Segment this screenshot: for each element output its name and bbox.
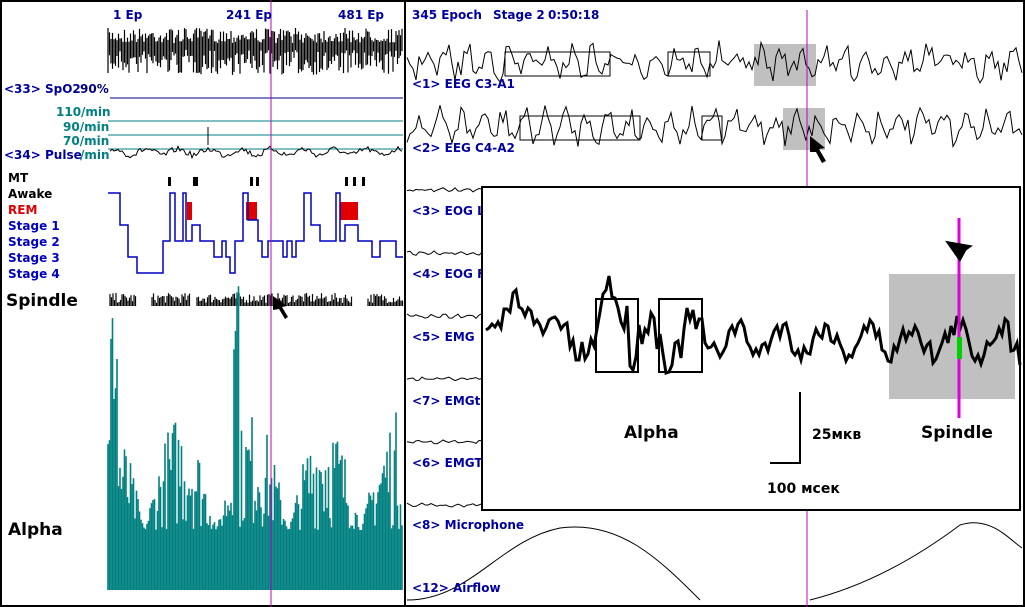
- pointer: [273, 296, 288, 319]
- stage-label: REM: [8, 203, 37, 217]
- spindle-label: Spindle: [6, 291, 78, 311]
- traces: [107, 0, 1023, 607]
- mt-mark: [193, 177, 196, 186]
- channel-label: <3> EOG L: [412, 204, 485, 218]
- spo2-value: 90%: [80, 82, 109, 96]
- pulse-unit: /min: [80, 148, 110, 162]
- mt-mark: [168, 177, 171, 186]
- epoch-label: 241 Ep: [226, 8, 272, 22]
- alpha-box: [701, 115, 723, 141]
- stage-label: Stage 2: [8, 235, 60, 249]
- spindle-marker: [957, 337, 962, 359]
- channel-trace: [406, 502, 483, 508]
- alpha-label: Alpha: [8, 520, 63, 540]
- stage-label: Awake: [8, 187, 52, 201]
- stage-label: Stage 3: [8, 251, 60, 265]
- channel-label: <5> EMG: [412, 330, 475, 344]
- channel-trace: [406, 439, 483, 445]
- channel-label: <12> Airflow: [412, 581, 501, 595]
- epoch-label: 481 Ep: [338, 8, 384, 22]
- hypnogram: [108, 192, 403, 274]
- mt-mark: [353, 177, 356, 186]
- microphone-trace: [406, 522, 1023, 601]
- eeg-trace: [406, 105, 1023, 149]
- pulse-label: <34> Pulse: [4, 148, 82, 162]
- rem-block: [340, 202, 358, 220]
- channel-trace: [406, 187, 483, 193]
- mt-mark: [256, 177, 259, 186]
- channel-label: <4> EOG F: [412, 267, 485, 281]
- zoom-window: Alpha 25мкв Spindle 100 мсек: [481, 186, 1022, 511]
- rem-block: [246, 202, 257, 220]
- pulse-scale: 70/min: [63, 134, 109, 148]
- spindle-highlight: [889, 274, 1015, 399]
- scale-bar: [770, 392, 801, 464]
- mt-mark: [362, 177, 365, 186]
- time-scale: 100 мсек: [767, 481, 840, 497]
- stage-label: Stage 4: [8, 267, 60, 281]
- pointer: [810, 136, 826, 163]
- time: 0:50:18: [548, 8, 599, 22]
- channel-label: <1> EEG C3-A1: [412, 77, 515, 91]
- stage-label: Stage 1: [8, 219, 60, 233]
- channel-label: <6> EMGT: [412, 456, 483, 470]
- alpha-box: [519, 115, 641, 141]
- rem-block: [187, 202, 192, 220]
- pulse-scale: 110/min: [56, 105, 111, 119]
- stage-label: MT: [8, 171, 29, 185]
- spindle-label: Spindle: [921, 423, 993, 443]
- alpha-box: [667, 51, 711, 77]
- alpha-label: Alpha: [624, 423, 679, 443]
- amplitude-scale: 25мкв: [812, 427, 861, 443]
- pulse-trace: [109, 144, 403, 160]
- channel-trace: [406, 313, 483, 319]
- epoch-number: 345 Epoch: [412, 8, 482, 22]
- mt-mark: [345, 177, 348, 186]
- channel-trace: [406, 376, 483, 382]
- eeg-trace: [406, 40, 1023, 84]
- epoch-label: 1 Ep: [113, 8, 143, 22]
- spo2-label: <33> SpO2: [4, 82, 81, 96]
- channel-label: <7> EMGti: [412, 394, 484, 408]
- mt-mark: [195, 177, 198, 186]
- channel-label: <8> Microphone: [412, 518, 524, 532]
- mt-mark: [250, 177, 253, 186]
- pulse-scale: 90/min: [63, 120, 109, 134]
- channel-trace: [406, 250, 483, 256]
- zoom-trace: [485, 275, 1022, 375]
- pointer: [945, 240, 973, 262]
- channel-label: <2> EEG C4-A2: [412, 141, 515, 155]
- stage: Stage 2: [493, 8, 545, 22]
- alpha-box: [504, 51, 611, 77]
